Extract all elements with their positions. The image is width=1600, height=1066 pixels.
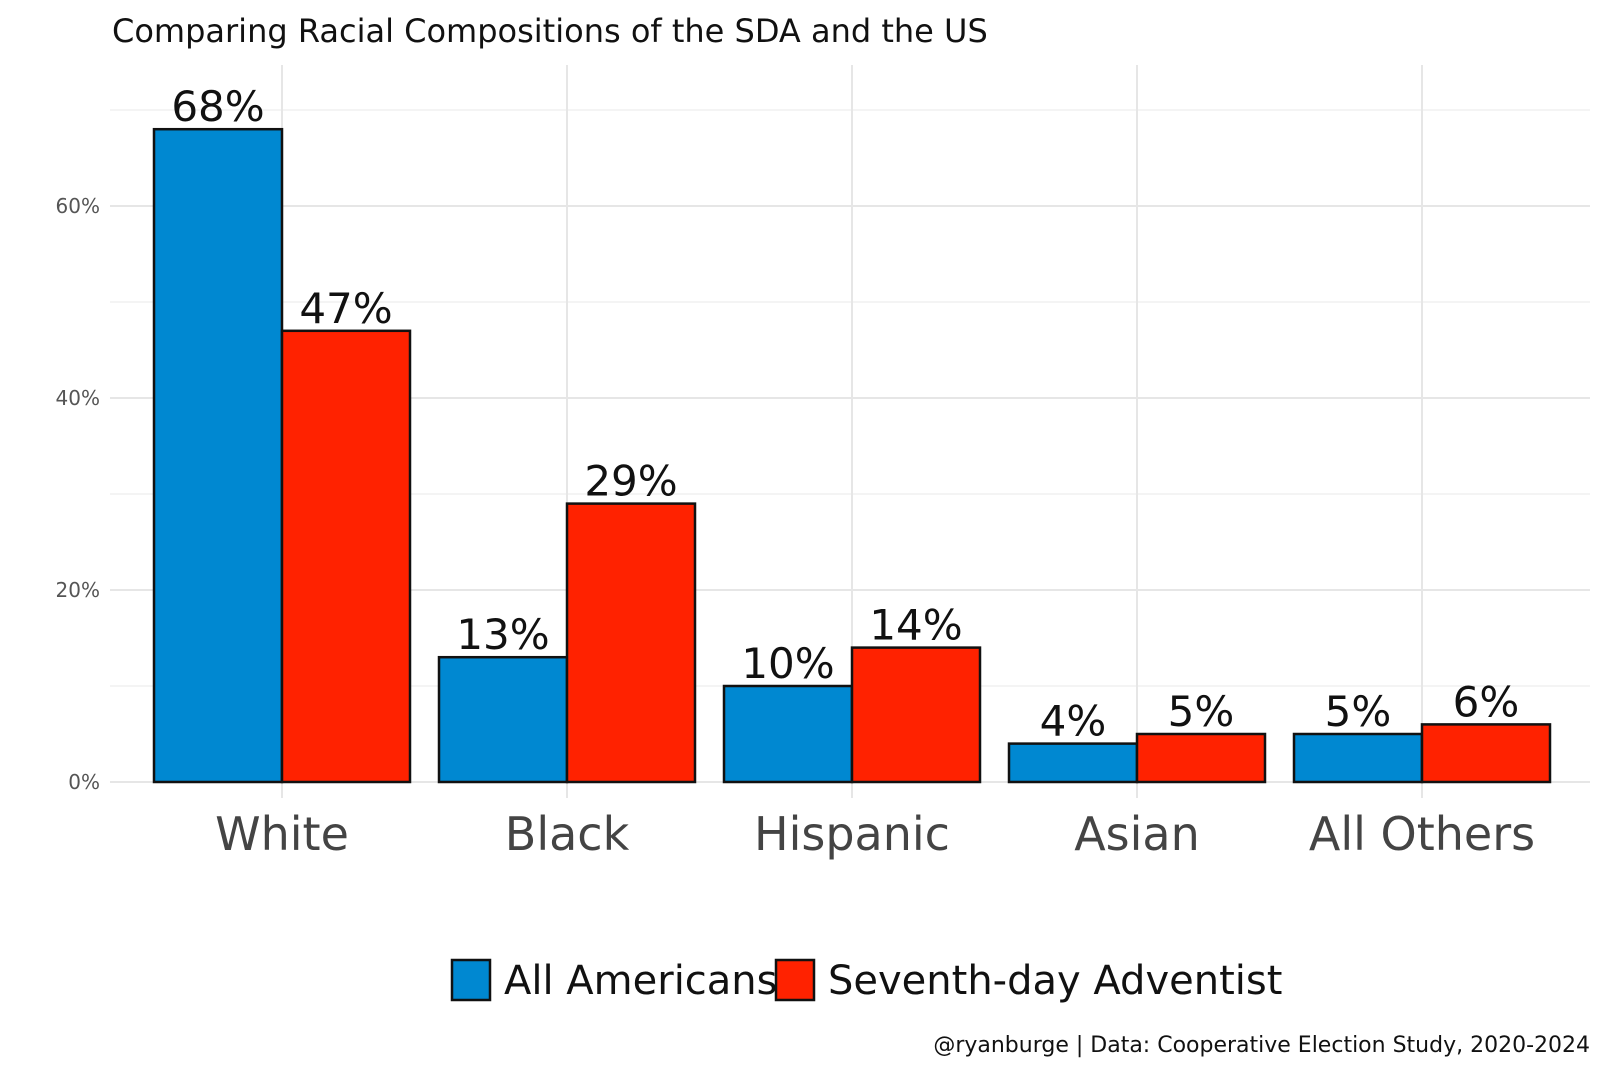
legend-label: All Americans [504,958,778,1004]
y-axis-ticks: 0% 20% 40% 60% [56,194,100,794]
bar-all-others-seventh-day-adventist [1420,723,1552,784]
chart-title: Comparing Racial Compositions of the SDA… [112,12,988,50]
x-axis-ticks: White Black Hispanic Asian All Others [215,807,1535,861]
data-label: 68% [171,82,264,131]
data-labels: 68% 47% 13% 29% 10% 14% 4% 5% 5% 6% [171,82,1519,745]
legend-swatch [450,958,492,1002]
bar-asian-all-americans [1007,742,1139,784]
data-label: 5% [1325,687,1392,736]
bar-hispanic-seventh-day-adventist [850,646,982,784]
data-label: 13% [456,610,549,659]
bar-hispanic-all-americans [722,684,854,784]
data-label: 6% [1453,677,1520,726]
data-label: 5% [1168,687,1235,736]
legend-label: Seventh-day Adventist [828,958,1282,1004]
bar-black-seventh-day-adventist [565,502,697,784]
data-label: 14% [869,601,962,650]
data-label: 4% [1040,697,1107,746]
y-tick-label: 40% [56,386,100,410]
bar-asian-seventh-day-adventist [1135,732,1267,784]
x-tick-label: Asian [1074,807,1200,861]
y-tick-label: 60% [56,194,100,218]
chart-caption: @ryanburge | Data: Cooperative Election … [933,1033,1590,1058]
x-tick-label: White [215,807,349,861]
data-label: 29% [584,457,677,506]
bar-white-all-americans [152,127,284,784]
bars [152,127,1552,784]
bar-black-all-americans [437,655,569,784]
x-tick-label: All Others [1309,807,1535,861]
x-tick-label: Black [505,807,630,861]
bar-all-others-all-americans [1292,732,1424,784]
y-tick-label: 20% [56,578,100,602]
bar-white-seventh-day-adventist [280,329,412,784]
legend-swatch [774,958,816,1002]
y-tick-label: 0% [68,770,100,794]
data-label: 47% [299,284,392,333]
data-label: 10% [741,639,834,688]
legend: All Americans Seventh-day Adventist [450,958,1282,1004]
x-tick-label: Hispanic [754,807,950,861]
